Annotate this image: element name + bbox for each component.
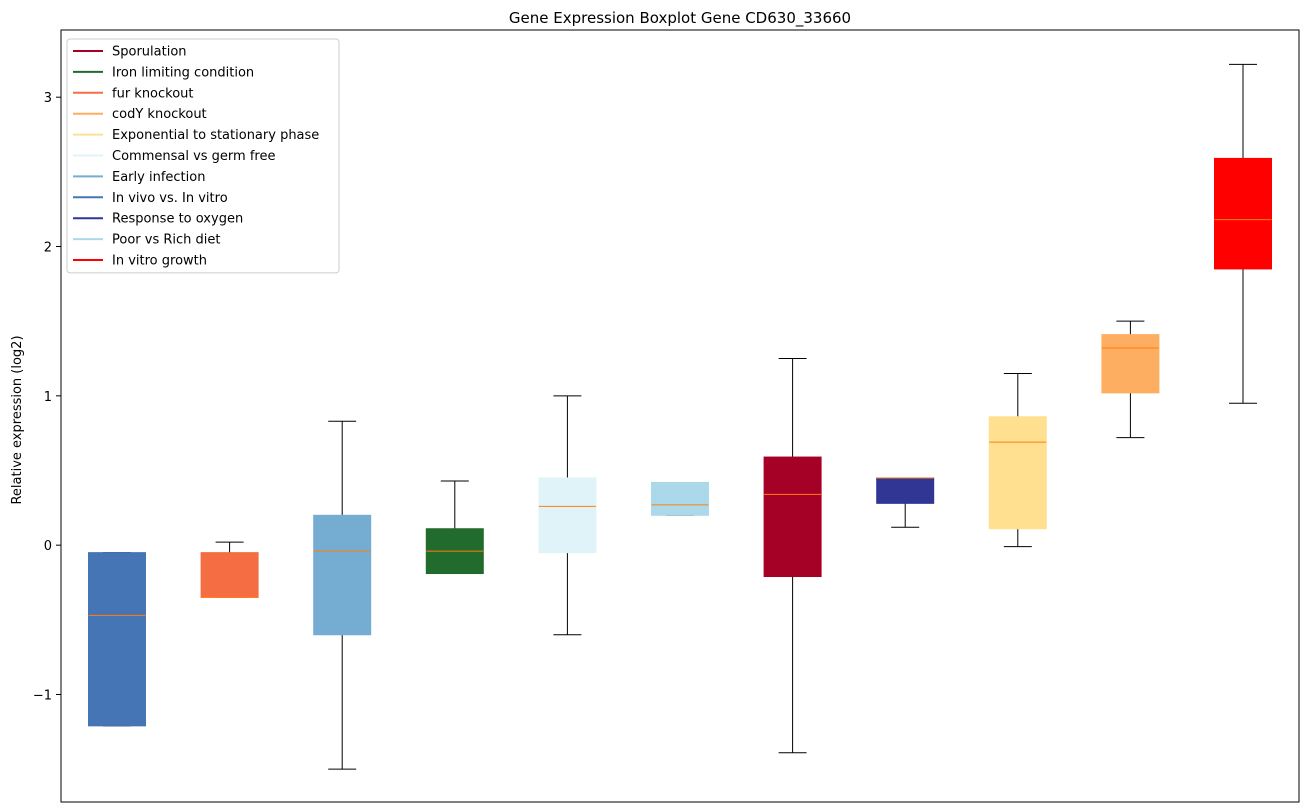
box-body: [651, 481, 709, 516]
box-body: [876, 477, 935, 504]
plot-frame: [60, 29, 1300, 803]
box-body: [538, 477, 597, 554]
box-body: [1101, 334, 1160, 394]
legend-item: In vivo vs. In vitro: [73, 191, 228, 206]
legend-item: codY knockout: [73, 107, 207, 122]
legend-item: In vitro growth: [73, 254, 207, 269]
box-11: [1214, 63, 1272, 404]
legend-label: Response to oxygen: [112, 212, 243, 227]
box-7: [763, 358, 822, 754]
box-6: [651, 481, 709, 516]
box-1: [88, 552, 146, 727]
box-body: [313, 514, 372, 636]
box-9: [988, 372, 1047, 548]
legend-item: Exponential to stationary phase: [73, 128, 319, 143]
y-axis-label: Relative expression (log2): [10, 335, 25, 504]
legend-label: Exponential to stationary phase: [112, 128, 319, 143]
box-body: [988, 416, 1047, 530]
box-body: [763, 456, 822, 578]
legend-item: Response to oxygen: [73, 212, 243, 227]
legend-label: Iron limiting condition: [112, 65, 254, 80]
y-tick-label: 2: [44, 241, 52, 256]
legend-item: Sporulation: [73, 45, 187, 60]
box-2: [200, 541, 259, 598]
y-tick-label: 3: [44, 91, 52, 106]
box-10: [1101, 320, 1160, 439]
legend-item: Poor vs Rich diet: [73, 233, 220, 248]
legend-label: Sporulation: [112, 45, 187, 60]
legend-label: codY knockout: [112, 107, 207, 122]
box-body: [88, 552, 146, 727]
legend-label: In vitro growth: [112, 254, 207, 269]
legend-label: In vivo vs. In vitro: [112, 191, 228, 206]
legend-label: Commensal vs germ free: [112, 149, 275, 164]
box-4: [425, 480, 484, 575]
box-8: [876, 477, 935, 528]
y-tick-label: 0: [44, 539, 52, 554]
y-tick-label: 1: [44, 390, 52, 405]
box-body: [200, 552, 259, 598]
legend-item: fur knockout: [73, 86, 194, 101]
legend: Sporulation Iron limiting condition fur kn…: [66, 38, 340, 274]
legend-item: Commensal vs germ free: [73, 149, 275, 164]
box-5: [538, 395, 597, 636]
chart-title: Gene Expression Boxplot Gene CD630_33660: [509, 9, 851, 28]
plot-area: −1 0 1 2 3: [33, 63, 1272, 770]
legend-frame: [66, 38, 340, 274]
y-tick-label: −1: [33, 688, 52, 703]
box-body: [1214, 157, 1272, 270]
legend-label: fur knockout: [112, 86, 194, 101]
legend-label: Poor vs Rich diet: [112, 233, 220, 248]
legend-label: Early infection: [112, 170, 205, 185]
box-3: [313, 420, 372, 770]
legend-item: Iron limiting condition: [73, 65, 254, 80]
legend-item: Early infection: [73, 170, 205, 185]
